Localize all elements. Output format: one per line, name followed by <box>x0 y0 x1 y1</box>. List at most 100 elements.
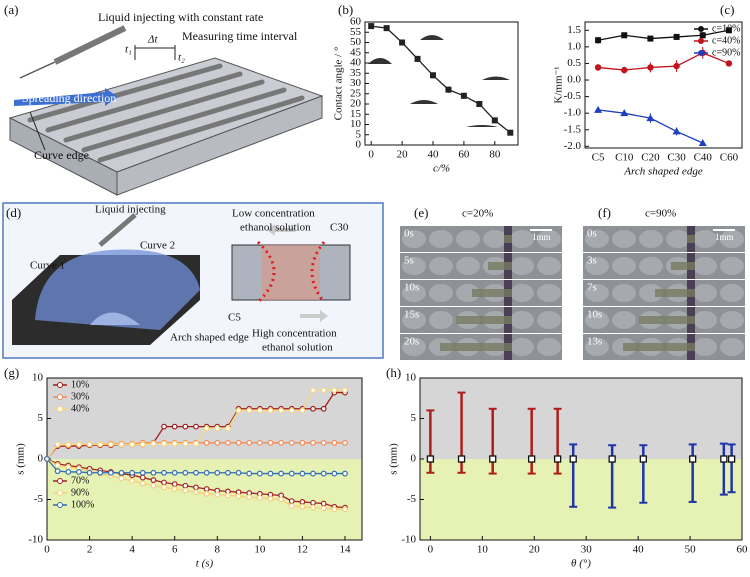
marker <box>97 441 104 448</box>
liquid <box>671 262 695 270</box>
curve-pointer <box>29 111 46 151</box>
marker <box>171 481 178 488</box>
x-tick-label: 0 <box>44 544 50 556</box>
marker <box>331 439 338 446</box>
marker <box>214 491 221 498</box>
marker <box>54 462 61 469</box>
marker <box>426 455 435 463</box>
texture <box>612 284 636 302</box>
marker <box>129 441 136 448</box>
marker <box>150 477 157 483</box>
marker <box>139 469 146 476</box>
annotation: Curve 2 <box>140 240 175 252</box>
marker <box>457 455 466 463</box>
marker <box>44 456 50 462</box>
marker <box>320 405 327 412</box>
liquid <box>623 343 695 351</box>
marker <box>193 489 199 496</box>
marker <box>320 500 327 507</box>
marker <box>310 405 316 412</box>
x-tick-label: 10 <box>477 544 489 556</box>
legend-label: c=90% <box>712 47 740 58</box>
arch <box>90 312 140 325</box>
y-tick-label: 10 <box>32 372 44 384</box>
x-tick-label: 20 <box>529 544 541 556</box>
series-line <box>597 29 730 41</box>
marker <box>621 66 628 74</box>
needle <box>19 61 56 79</box>
chart: -2.0 -1.5 -1.0 -0.5 0.0 0.5 1.0 1.5 C5 C10 C20 C30 C… <box>553 2 743 178</box>
marker <box>320 439 327 446</box>
panel-a: (a) Liquid injecting with constant rate … <box>4 2 324 196</box>
texture <box>585 230 609 248</box>
marker <box>553 455 562 463</box>
marker <box>310 387 316 394</box>
marker <box>491 117 498 124</box>
marker <box>235 493 242 500</box>
droplet-insets <box>368 35 510 127</box>
marker <box>310 470 316 477</box>
marker <box>246 439 253 446</box>
marker <box>203 439 210 446</box>
panel-label: (d) <box>6 205 21 220</box>
y-tick-label: 50 <box>350 36 362 48</box>
panel-label: (c) <box>720 2 734 17</box>
y-tick-label: 1.0 <box>567 40 581 52</box>
block-side <box>116 95 323 196</box>
time-label: 10s <box>404 282 419 294</box>
marker <box>182 482 189 489</box>
syringe <box>53 25 127 65</box>
marker <box>569 455 577 463</box>
time-label: 7s <box>587 282 597 294</box>
marker <box>161 479 167 486</box>
marker <box>288 439 295 446</box>
marker <box>342 470 348 477</box>
marker <box>331 387 338 394</box>
marker <box>288 407 295 414</box>
x-tick-label: 4 <box>129 544 135 556</box>
marker <box>647 64 654 71</box>
texture <box>693 284 717 302</box>
texture <box>585 257 609 275</box>
marker <box>720 455 728 463</box>
marker <box>342 506 348 513</box>
y-tick-label: -0.5 <box>564 90 582 102</box>
marker <box>256 407 263 414</box>
marker <box>139 441 146 448</box>
x-tick-label: 60 <box>737 544 749 556</box>
y-tick-label: 5 <box>38 412 44 424</box>
marker <box>214 469 221 476</box>
x-tick-label: C60 <box>720 152 739 164</box>
y-tick-label: -1.5 <box>564 123 582 135</box>
x-tick-label: 80 <box>489 149 501 161</box>
legend-label: c=40% <box>712 35 740 46</box>
marker <box>278 470 285 477</box>
x-tick-label: 60 <box>458 149 470 161</box>
marker <box>299 439 306 446</box>
annotation: C30 <box>330 222 349 234</box>
marker <box>267 407 274 414</box>
texture <box>456 284 480 302</box>
annotation: Liquid injecting <box>95 204 166 216</box>
marker <box>278 496 285 503</box>
marker <box>139 480 146 487</box>
legend-marker <box>698 38 704 44</box>
x-tick-label: C10 <box>615 152 634 164</box>
y-tick-label: 40 <box>350 57 362 69</box>
marker <box>507 129 514 136</box>
marker <box>383 25 390 32</box>
marker <box>225 425 231 432</box>
marker <box>118 475 125 482</box>
y-tick-label: 60 <box>350 16 362 28</box>
marker <box>203 469 210 476</box>
y-tick-label: 55 <box>350 26 362 38</box>
texture <box>510 257 534 275</box>
y-axis-label: Contact angle / ° <box>333 47 345 121</box>
marker <box>150 440 157 447</box>
marker <box>267 439 274 446</box>
marker <box>299 503 306 510</box>
y-tick-label: 35 <box>350 67 362 79</box>
texture <box>537 284 561 302</box>
texture <box>639 284 663 302</box>
marker <box>267 470 274 477</box>
